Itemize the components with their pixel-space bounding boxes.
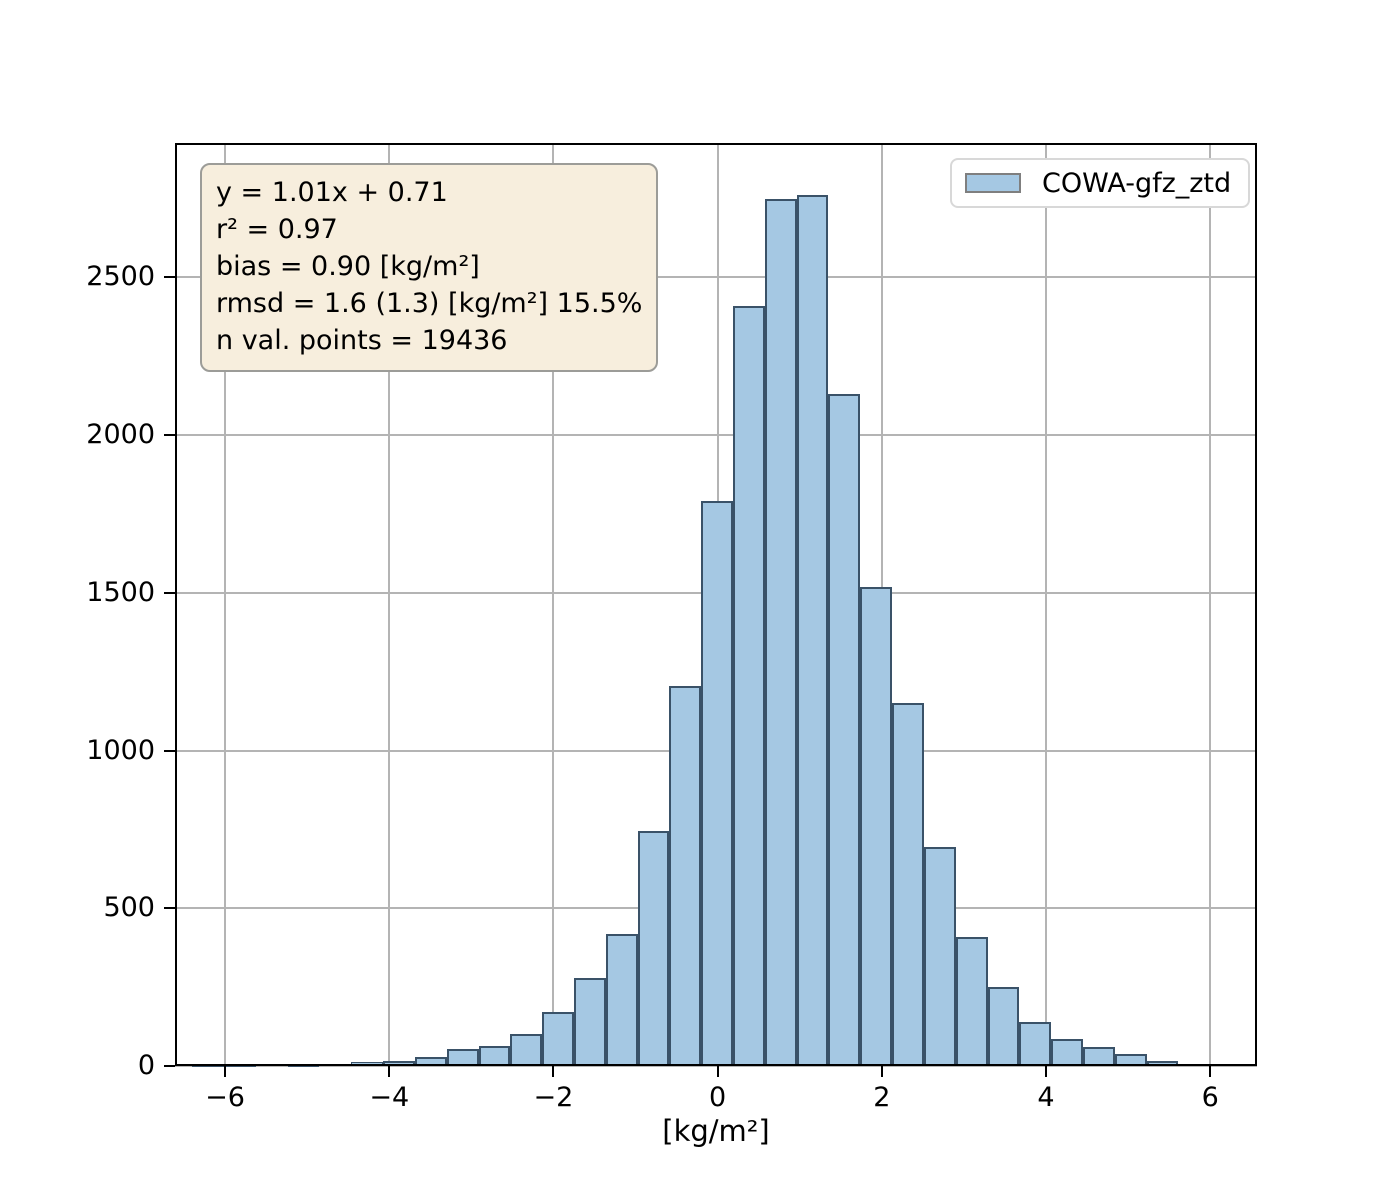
x-axis-label: [kg/m²] bbox=[662, 1114, 770, 1148]
histogram-bar bbox=[319, 1064, 352, 1067]
y-tick-mark bbox=[164, 434, 175, 437]
y-tick-label: 0 bbox=[137, 1050, 155, 1081]
histogram-bar bbox=[764, 198, 797, 1066]
histogram-bar bbox=[1051, 1039, 1083, 1066]
stat-line-bias: bias = 0.90 [kg/m²] bbox=[216, 251, 480, 282]
stat-line-r2: r² = 0.97 bbox=[216, 214, 338, 245]
histogram-bar bbox=[892, 703, 924, 1066]
x-tick-mark bbox=[1209, 1066, 1212, 1077]
x-tick-mark bbox=[552, 1066, 555, 1077]
histogram-bar bbox=[828, 394, 861, 1066]
histogram-bar bbox=[733, 305, 765, 1066]
y-gridline bbox=[175, 434, 1257, 437]
y-tick-mark bbox=[164, 907, 175, 910]
y-tick-mark bbox=[164, 591, 175, 594]
y-tick-mark bbox=[164, 1065, 175, 1067]
histogram-bar bbox=[1019, 1022, 1052, 1066]
x-tick-label: −2 bbox=[533, 1082, 574, 1113]
histogram-bar bbox=[987, 987, 1020, 1066]
stat-line-regression: y = 1.01x + 0.71 bbox=[216, 177, 448, 208]
histogram-bar bbox=[796, 195, 829, 1066]
x-tick-label: 4 bbox=[1037, 1082, 1055, 1113]
histogram-bar bbox=[669, 685, 702, 1066]
histogram-bar bbox=[1114, 1054, 1147, 1066]
histogram-bar bbox=[224, 1065, 256, 1067]
histogram-bar bbox=[542, 1011, 574, 1066]
histogram-bar bbox=[1178, 1063, 1211, 1066]
stats-box: y = 1.01x + 0.71 r² = 0.97 bias = 0.90 [… bbox=[200, 163, 658, 372]
histogram-bar bbox=[351, 1062, 384, 1066]
x-tick-mark bbox=[224, 1066, 227, 1077]
x-tick-label: −6 bbox=[205, 1082, 245, 1113]
histogram-bar bbox=[573, 978, 606, 1066]
histogram-bar bbox=[860, 586, 893, 1066]
stat-line-rmsd: rmsd = 1.6 (1.3) [kg/m²] 15.5% bbox=[216, 288, 643, 319]
x-gridline bbox=[552, 143, 555, 1066]
y-tick-label: 1500 bbox=[86, 576, 155, 608]
x-tick-label: 0 bbox=[709, 1082, 727, 1113]
x-gridline bbox=[1045, 143, 1048, 1066]
stat-line-n-points: n val. points = 19436 bbox=[216, 325, 508, 356]
y-gridline bbox=[175, 1065, 1257, 1067]
plot-area bbox=[175, 143, 1257, 1067]
histogram-bar bbox=[637, 830, 670, 1066]
x-tick-mark bbox=[880, 1066, 883, 1077]
legend-label: COWA-gfz_ztd bbox=[1042, 167, 1232, 199]
x-gridline bbox=[224, 143, 227, 1066]
y-tick-label: 500 bbox=[103, 892, 155, 924]
x-tick-label: −4 bbox=[369, 1082, 410, 1113]
histogram-bar bbox=[287, 1065, 320, 1067]
x-tick-label: 6 bbox=[1201, 1082, 1219, 1113]
x-gridline bbox=[388, 143, 391, 1066]
y-tick-label: 2000 bbox=[86, 419, 155, 451]
x-tick-mark bbox=[388, 1066, 391, 1077]
histogram-bar bbox=[446, 1049, 479, 1066]
histogram-bar bbox=[478, 1046, 511, 1066]
y-tick-mark bbox=[164, 749, 175, 752]
histogram-bar bbox=[701, 501, 734, 1066]
histogram-bar bbox=[923, 846, 956, 1066]
histogram-bar bbox=[414, 1056, 447, 1066]
x-gridline bbox=[1209, 143, 1212, 1066]
histogram-bar bbox=[1146, 1060, 1179, 1066]
x-tick-label: 2 bbox=[873, 1082, 891, 1113]
y-tick-label: 1000 bbox=[86, 734, 155, 766]
x-tick-mark bbox=[1045, 1066, 1048, 1077]
histogram-bar bbox=[192, 1065, 225, 1067]
histogram-bar bbox=[1082, 1047, 1115, 1066]
histogram-bar bbox=[255, 1063, 288, 1066]
y-gridline bbox=[175, 276, 1257, 279]
x-tick-mark bbox=[716, 1066, 719, 1077]
legend: COWA-gfz_ztd bbox=[950, 158, 1250, 208]
histogram-bar bbox=[605, 933, 638, 1066]
y-tick-label: 2500 bbox=[86, 261, 155, 293]
legend-swatch bbox=[965, 173, 1021, 193]
y-tick-mark bbox=[164, 276, 175, 279]
histogram-bar bbox=[510, 1034, 543, 1066]
histogram-bar bbox=[955, 936, 988, 1066]
